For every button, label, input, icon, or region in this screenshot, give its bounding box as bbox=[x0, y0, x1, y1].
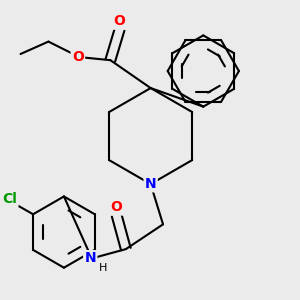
Text: O: O bbox=[111, 200, 122, 214]
Text: N: N bbox=[84, 251, 96, 266]
Text: O: O bbox=[72, 50, 84, 64]
Text: O: O bbox=[114, 14, 126, 28]
Text: N: N bbox=[145, 177, 157, 191]
Text: H: H bbox=[98, 263, 107, 273]
Text: Cl: Cl bbox=[2, 192, 17, 206]
